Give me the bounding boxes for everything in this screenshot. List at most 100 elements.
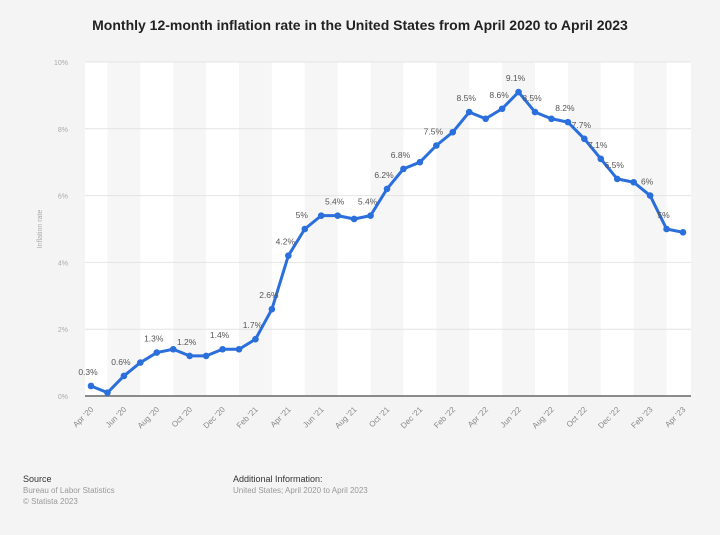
data-point xyxy=(433,142,440,149)
data-label: 5.4% xyxy=(325,197,345,207)
data-label: 5% xyxy=(657,210,670,220)
x-tick-label: Feb '21 xyxy=(235,405,260,430)
data-label: 9.1% xyxy=(506,73,526,83)
data-label: 7.5% xyxy=(424,127,444,137)
x-tick-label: Dec '21 xyxy=(399,405,425,431)
x-tick-label: Oct '22 xyxy=(565,405,589,429)
plot-band xyxy=(370,62,404,396)
data-point xyxy=(350,215,358,223)
data-label: 1.7% xyxy=(243,320,263,330)
source-line: Bureau of Labor Statistics xyxy=(23,486,115,495)
y-tick-label: 8% xyxy=(58,127,68,134)
data-label: 6.8% xyxy=(391,150,411,160)
data-point xyxy=(285,252,292,260)
data-point xyxy=(482,115,489,123)
y-tick-label: 6% xyxy=(58,194,68,201)
plot-band xyxy=(436,62,470,396)
source-block: Source Bureau of Labor Statistics © Stat… xyxy=(23,474,115,507)
data-label: 8.5% xyxy=(457,93,477,103)
data-label: 6% xyxy=(641,177,654,187)
y-axis-title: Inflation rate xyxy=(37,210,44,249)
data-point xyxy=(597,155,605,163)
data-point xyxy=(515,88,522,96)
source-heading: Source xyxy=(23,474,52,484)
data-point xyxy=(104,389,111,396)
data-point xyxy=(663,225,670,233)
data-point xyxy=(169,345,177,353)
data-point xyxy=(367,212,374,219)
data-point xyxy=(613,175,621,183)
data-label: 8.6% xyxy=(489,90,509,100)
data-label: 5% xyxy=(296,210,309,220)
chart-title: Monthly 12-month inflation rate in the U… xyxy=(92,17,628,33)
x-tick-label: Apr '23 xyxy=(663,405,688,430)
additional-info-block: Additional Information: United States; A… xyxy=(233,474,368,496)
x-tick-label: Jun '21 xyxy=(301,405,326,430)
data-label: 8.5% xyxy=(522,93,542,103)
x-tick-label: Aug '22 xyxy=(530,405,556,431)
x-tick-label: Dec '20 xyxy=(202,405,228,431)
data-point xyxy=(564,118,572,126)
data-point xyxy=(317,212,325,219)
data-point xyxy=(400,165,407,173)
plot-band xyxy=(107,62,141,396)
data-label: 1.4% xyxy=(210,330,230,340)
data-point xyxy=(301,225,309,233)
data-point xyxy=(153,349,161,356)
data-point xyxy=(679,229,687,236)
data-label: 0.6% xyxy=(111,357,131,367)
data-point xyxy=(531,108,539,116)
x-tick-label: Jun '20 xyxy=(104,405,129,430)
data-label: 6.2% xyxy=(374,170,394,180)
data-point xyxy=(120,372,128,380)
info-text: United States; April 2020 to April 2023 xyxy=(233,486,368,495)
data-label: 7.1% xyxy=(588,140,608,150)
data-label: 0.3% xyxy=(78,367,98,377)
data-label: 1.2% xyxy=(177,337,197,347)
y-tick-label: 10% xyxy=(54,60,68,67)
data-label: 4.2% xyxy=(276,237,296,247)
x-tick-label: Dec '22 xyxy=(596,405,622,431)
data-point xyxy=(186,352,193,360)
x-tick-label: Oct '21 xyxy=(367,405,391,429)
data-point xyxy=(465,108,473,116)
data-point xyxy=(202,352,210,360)
data-point xyxy=(383,185,391,193)
data-point xyxy=(449,128,457,136)
x-tick-label: Feb '23 xyxy=(629,405,654,430)
x-tick-label: Oct '20 xyxy=(170,405,194,429)
data-point xyxy=(252,335,259,343)
y-tick-label: 2% xyxy=(58,327,68,334)
data-point xyxy=(235,345,243,353)
data-point xyxy=(630,178,637,186)
data-point xyxy=(646,192,654,199)
data-label: 7.7% xyxy=(572,120,592,130)
data-label: 2.6% xyxy=(259,290,279,300)
data-point xyxy=(87,382,95,390)
x-tick-label: Aug '20 xyxy=(136,405,162,431)
x-tick-label: Jun '22 xyxy=(499,405,524,430)
x-tick-label: Feb '22 xyxy=(432,405,457,430)
data-label: 6.5% xyxy=(605,160,625,170)
data-point xyxy=(548,115,555,123)
y-tick-label: 4% xyxy=(58,260,68,267)
plot-band xyxy=(502,62,535,396)
data-label: 8.2% xyxy=(555,103,575,113)
y-tick-label: 0% xyxy=(58,394,68,401)
plot-band xyxy=(173,62,207,396)
x-tick-label: Aug '21 xyxy=(333,405,359,431)
data-point xyxy=(137,359,144,366)
data-point xyxy=(219,345,226,353)
info-heading: Additional Information: xyxy=(233,474,323,484)
data-point xyxy=(416,158,424,166)
data-point xyxy=(334,212,341,219)
plot-band xyxy=(633,62,667,396)
data-label: 1.3% xyxy=(144,334,164,344)
plot-band xyxy=(304,62,338,396)
data-label: 5.4% xyxy=(358,197,378,207)
plot-band xyxy=(567,62,601,396)
x-tick-label: Apr '21 xyxy=(269,405,294,430)
data-point xyxy=(268,305,276,313)
copyright: © Statista 2023 xyxy=(23,497,78,506)
